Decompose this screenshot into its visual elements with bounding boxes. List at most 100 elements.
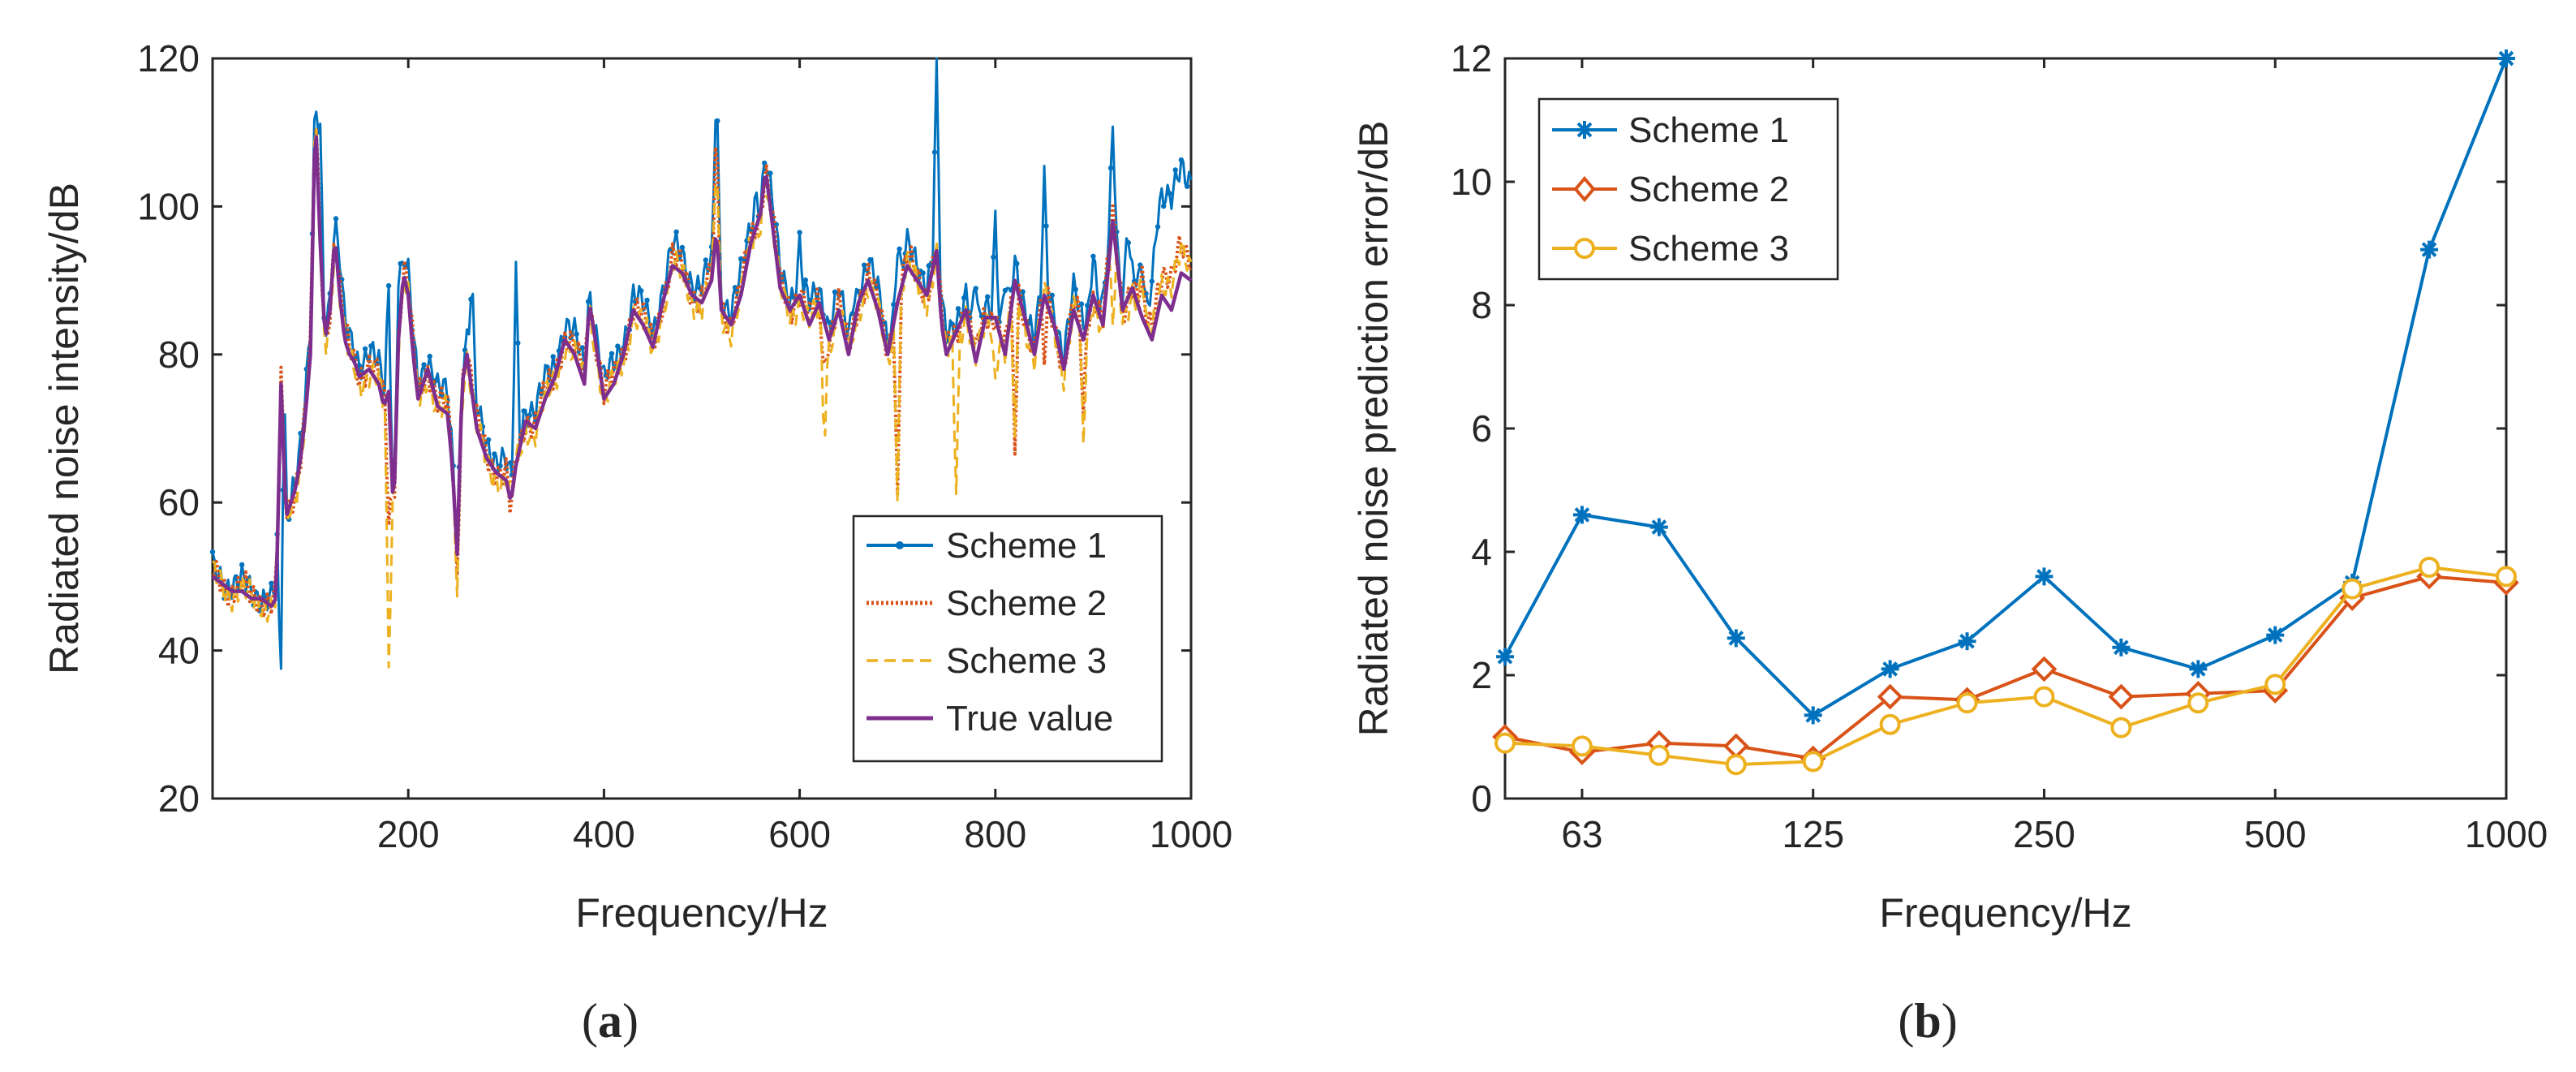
b-point-scheme-1 xyxy=(1650,519,1668,536)
b-point-scheme-1 xyxy=(2112,639,2130,657)
a-ytick-label: 80 xyxy=(158,334,200,376)
scheme-1-point xyxy=(515,341,520,346)
a-xtick-label: 600 xyxy=(768,813,831,855)
caption-a-close: ) xyxy=(622,994,639,1048)
legend-b-label-scheme-3: Scheme 3 xyxy=(1628,229,1789,269)
a-xtick-label: 400 xyxy=(573,813,635,855)
chart-b-xlabel: Frequency/Hz xyxy=(1879,890,2131,936)
b-xtick-label: 250 xyxy=(2013,813,2075,855)
scheme-1-point xyxy=(609,351,614,356)
scheme-1-point xyxy=(974,286,978,291)
scheme-1-point xyxy=(428,354,432,359)
b-ytick-label: 12 xyxy=(1451,37,1492,80)
scheme-1-point xyxy=(680,245,685,250)
scheme-1-point xyxy=(985,295,990,299)
scheme-1-point xyxy=(715,118,720,123)
scheme-1-point xyxy=(1179,157,1184,162)
a-xtick-label: 1000 xyxy=(1150,813,1232,855)
scheme-1-point xyxy=(1043,223,1048,228)
scheme-1-point xyxy=(1014,261,1019,266)
legend-label-scheme-1: Scheme 1 xyxy=(946,526,1107,566)
b-point-scheme-3 xyxy=(1959,694,1976,712)
scheme-1-point xyxy=(1090,254,1095,259)
a-ytick-label: 20 xyxy=(158,777,200,820)
scheme-1-point xyxy=(1167,191,1172,196)
b-point-scheme-3 xyxy=(2343,580,2361,598)
scheme-1-point xyxy=(1108,166,1113,170)
scheme-1-point xyxy=(961,295,966,300)
caption-a-letter: a xyxy=(598,994,622,1048)
scheme-1-point xyxy=(239,562,244,567)
a-ytick-label: 100 xyxy=(137,185,200,227)
b-point-scheme-3 xyxy=(1881,716,1899,734)
scheme-1-point xyxy=(867,257,872,262)
scheme-1-point xyxy=(673,230,678,235)
scheme-1-point xyxy=(797,230,802,235)
legend-b-label-scheme-2: Scheme 2 xyxy=(1628,170,1789,209)
scheme-1-point xyxy=(1150,278,1155,283)
caption-b-close: ) xyxy=(1942,994,1958,1048)
b-point-scheme-1 xyxy=(2189,660,2207,678)
scheme-1-point xyxy=(803,278,808,282)
a-xtick-label: 200 xyxy=(377,813,440,855)
scheme-1-point xyxy=(386,283,391,288)
b-point-scheme-1 xyxy=(1727,629,1745,647)
legend-b-marker-scheme-3 xyxy=(1576,239,1593,257)
b-ytick-label: 4 xyxy=(1471,531,1492,573)
b-ytick-label: 2 xyxy=(1471,654,1492,696)
chart-a-ylabel: Radiated noise intensity/dB xyxy=(41,183,87,674)
scheme-1-point xyxy=(1126,240,1131,245)
scheme-1-point xyxy=(492,451,497,456)
b-point-scheme-1 xyxy=(2266,626,2284,644)
b-xtick-label: 125 xyxy=(1782,813,1844,855)
scheme-1-point xyxy=(932,149,937,154)
b-point-scheme-3 xyxy=(1804,752,1822,770)
scheme-1-point xyxy=(269,581,273,586)
b-xtick-label: 1000 xyxy=(2465,813,2548,855)
scheme-1-point xyxy=(862,263,867,268)
b-point-scheme-1 xyxy=(1573,506,1591,523)
legend-label-scheme-2: Scheme 2 xyxy=(946,583,1107,623)
b-point-scheme-1 xyxy=(2035,567,2053,585)
b-point-scheme-3 xyxy=(2497,567,2515,585)
scheme-1-point xyxy=(1173,167,1178,172)
scheme-1-point xyxy=(398,261,402,266)
b-point-scheme-1 xyxy=(1496,648,1514,665)
b-xtick-label: 500 xyxy=(2244,813,2307,855)
b-point-scheme-3 xyxy=(2189,694,2207,712)
scheme-1-point xyxy=(363,347,368,351)
chart-b-legend: Scheme 1 Scheme 2 Scheme 3 xyxy=(1539,99,1838,279)
scheme-1-point xyxy=(1161,204,1166,209)
scheme-1-point xyxy=(574,332,578,337)
legend-b-marker-scheme-1 xyxy=(1576,121,1593,139)
legend-marker-scheme-1 xyxy=(896,541,904,549)
chart-b-prediction-error: 02468101263 125 250 500 1000 Frequency/Hz Ra… xyxy=(1351,37,2548,1048)
legend-label-scheme-3: Scheme 3 xyxy=(946,641,1107,681)
b-point-scheme-1 xyxy=(1881,660,1899,678)
scheme-1-point xyxy=(639,288,643,293)
figure: 20406080100120200 400 600 800 1000 Frequency… xyxy=(0,0,2576,1072)
scheme-1-point xyxy=(551,354,556,359)
scheme-1-point xyxy=(368,343,373,348)
scheme-1-point xyxy=(956,306,961,311)
scheme-1-point xyxy=(897,247,901,252)
a-ytick-label: 40 xyxy=(158,630,200,672)
a-ytick-label: 120 xyxy=(137,37,200,80)
scheme-1-point xyxy=(991,255,996,260)
b-point-scheme-1 xyxy=(2497,50,2515,67)
legend-label-true-value: True value xyxy=(946,699,1113,738)
scheme-1-point xyxy=(586,299,591,304)
scheme-1-point xyxy=(210,549,215,554)
caption-b-open: ( xyxy=(1898,994,1914,1048)
b-point-scheme-1 xyxy=(1804,706,1822,724)
b-point-scheme-3 xyxy=(1573,737,1591,755)
scheme-1-point xyxy=(920,270,925,275)
b-xtick-label: 63 xyxy=(1561,813,1602,855)
b-ytick-label: 8 xyxy=(1471,284,1492,326)
scheme-1-point xyxy=(1155,224,1160,229)
scheme-1-point xyxy=(421,362,426,367)
caption-a-open: ( xyxy=(582,994,598,1048)
b-point-scheme-3 xyxy=(1496,734,1514,752)
b-ytick-label: 0 xyxy=(1471,777,1492,820)
chart-a-noise-intensity: 20406080100120200 400 600 800 1000 Frequency… xyxy=(41,37,1232,1048)
